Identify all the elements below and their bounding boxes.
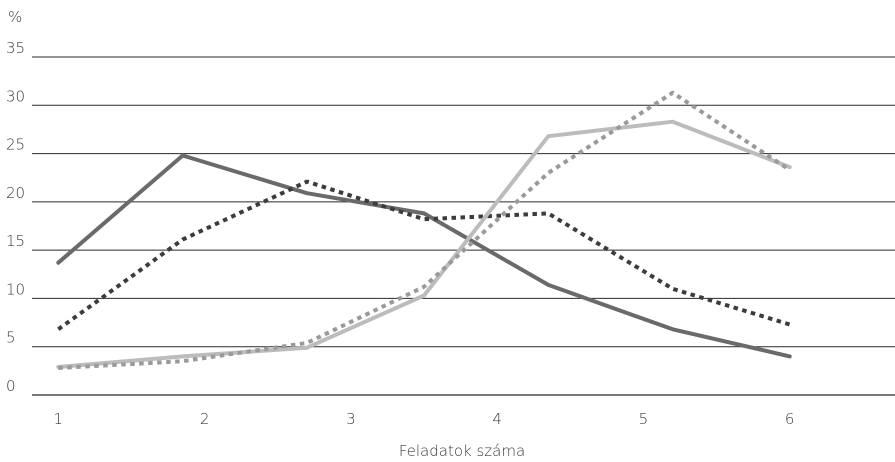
y-tick-label: 5: [6, 329, 16, 347]
series-lines: [56, 90, 792, 370]
x-tick-label: 4: [492, 410, 502, 428]
x-tick-label: 1: [54, 410, 64, 428]
series-line-1: [56, 153, 792, 359]
x-tick-label: 6: [785, 410, 795, 428]
x-axis-ticks: 1 2 3 4 5 6: [54, 410, 795, 428]
y-tick-label: 35: [6, 39, 25, 57]
y-axis-title: %: [8, 8, 22, 26]
x-tick-label: 3: [346, 410, 356, 428]
y-tick-label: 20: [6, 184, 25, 202]
x-axis-title: Feladatok száma: [399, 442, 525, 460]
y-tick-label: 15: [6, 232, 25, 250]
y-tick-label: 30: [6, 87, 25, 105]
x-tick-label: 2: [200, 410, 210, 428]
series-line-2: [57, 179, 791, 331]
series-line-4: [58, 90, 791, 370]
y-tick-label: 10: [6, 280, 25, 298]
x-tick-label: 5: [639, 410, 649, 428]
gridlines: [32, 56, 895, 396]
series-line-3: [56, 119, 792, 369]
y-tick-label: 25: [6, 136, 25, 154]
y-tick-label: 0: [6, 377, 16, 395]
y-axis-ticks: 0 5 10 15 20 25 30 35: [6, 39, 25, 395]
